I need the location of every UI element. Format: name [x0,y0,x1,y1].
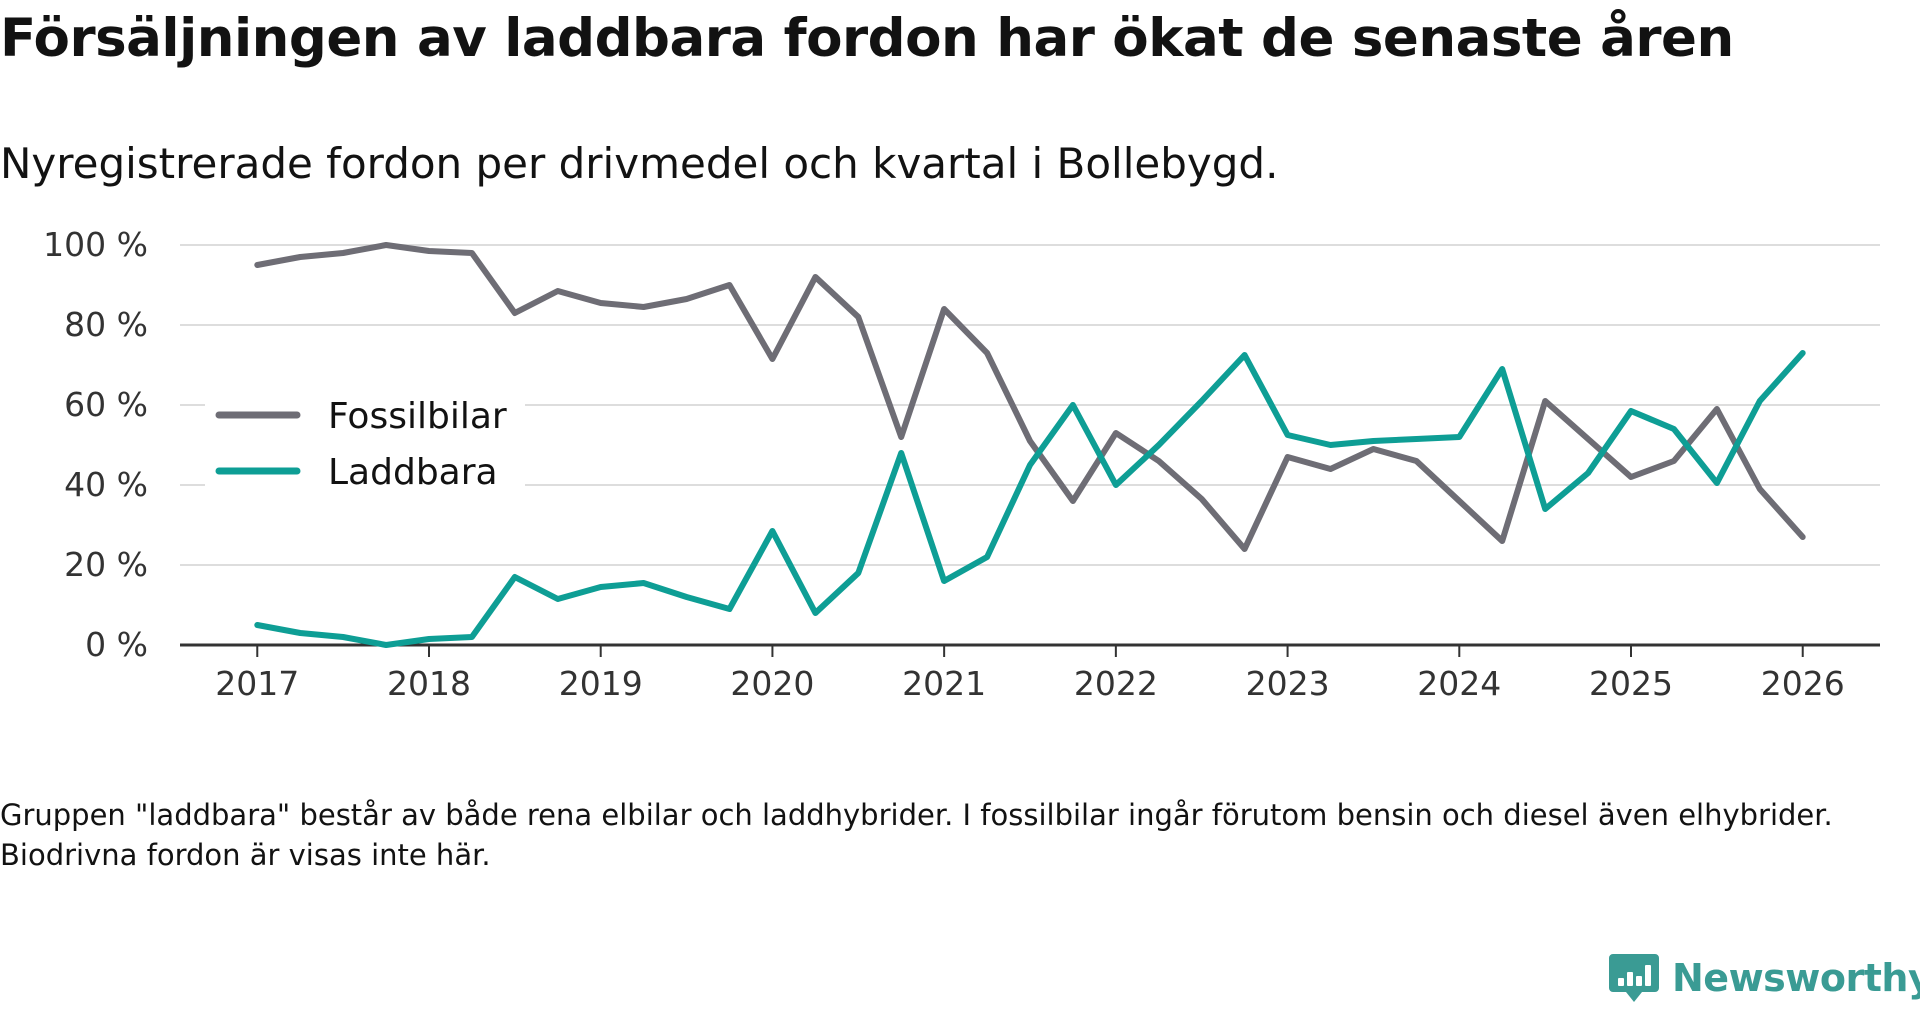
y-tick-label: 60 % [64,385,148,424]
y-tick-label: 100 % [43,225,148,264]
x-tick-label: 2017 [215,664,299,703]
x-tick-label: 2023 [1246,664,1330,703]
line-chart: 0 % 20 % 40 % 60 % 80 % 100 % 2017 2018 2019 202… [43,225,1880,703]
series-line-fossil [254,242,1806,552]
legend-background [205,385,525,495]
x-tick-label: 2021 [902,664,986,703]
x-tick-label: 2024 [1417,664,1501,703]
y-axis-ticks: 0 % 20 % 40 % 60 % 80 % 100 % [43,225,148,664]
brand-name: Newsworthy [1672,956,1920,1000]
x-tick-label: 2018 [387,664,471,703]
legend: Fossilbilar Laddbara [205,385,525,495]
x-tick-label: 2022 [1074,664,1158,703]
x-axis-ticks: 2017 2018 2019 2020 2021 2022 2023 2024 2025 2026 [215,645,1845,703]
grid-lines [180,244,1880,566]
y-tick-label: 0 % [85,625,148,664]
series-line-laddbara [254,350,1806,648]
x-tick-label: 2019 [559,664,643,703]
chart-title: Försäljningen av laddbara fordon har öka… [0,8,1734,69]
newsworthy-logo-icon [1609,954,1659,1002]
legend-label-fossil: Fossilbilar [328,396,507,437]
x-tick-label: 2025 [1589,664,1673,703]
x-tick-label: 2020 [730,664,814,703]
y-tick-label: 40 % [64,465,148,504]
series-lines [254,242,1806,648]
brand-logo: Newsworthy [1608,946,1920,1010]
y-tick-label: 20 % [64,545,148,584]
legend-label-laddbara: Laddbara [328,452,498,493]
y-tick-label: 80 % [64,305,148,344]
footnote: Gruppen "laddbara" består av både rena e… [0,798,1833,872]
chart-subtitle: Nyregistrerade fordon per drivmedel och … [0,139,1279,188]
x-tick-label: 2026 [1761,664,1845,703]
